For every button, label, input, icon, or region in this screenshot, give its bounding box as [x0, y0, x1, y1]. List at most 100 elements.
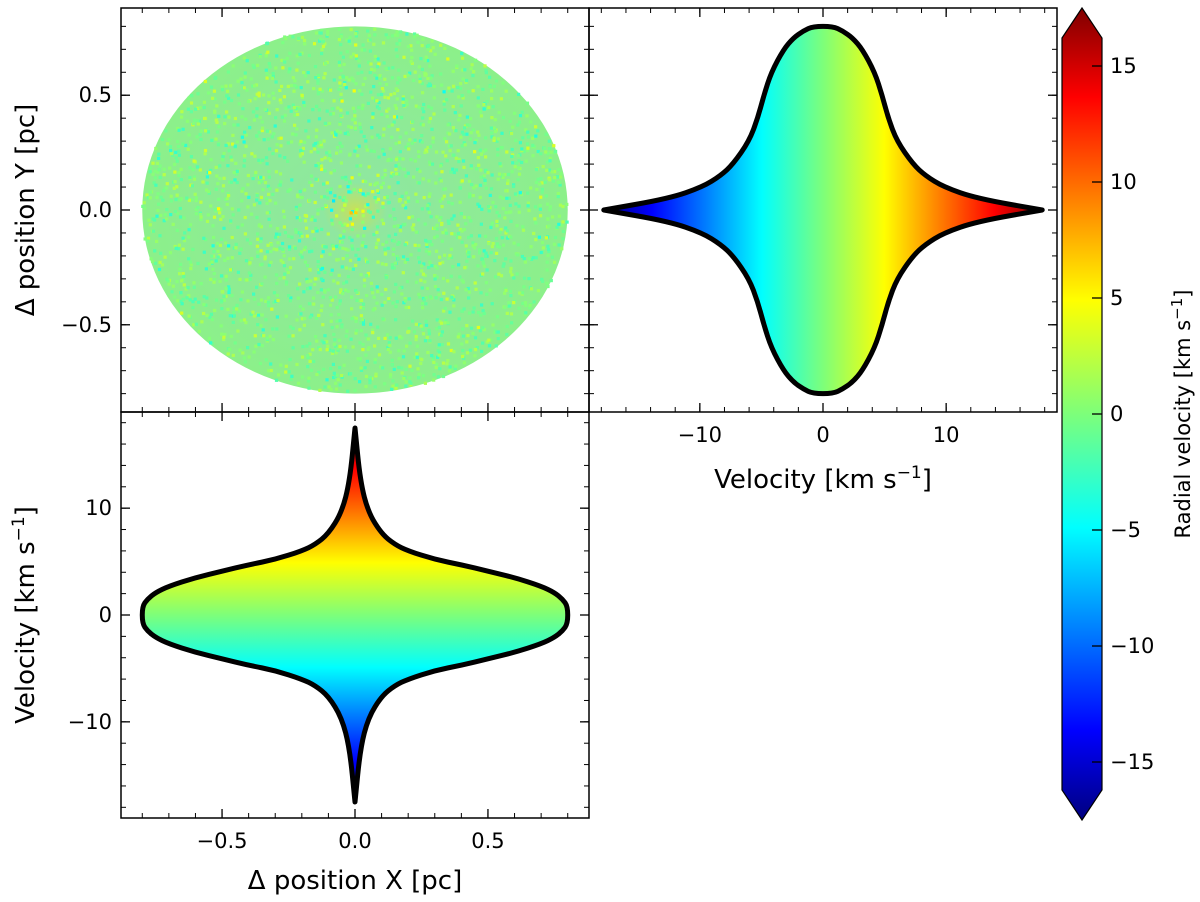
- scatter-point: [417, 376, 421, 380]
- scatter-point: [416, 167, 420, 171]
- scatter-point: [442, 291, 446, 295]
- scatter-point: [485, 340, 489, 344]
- scatter-point: [173, 244, 177, 249]
- scatter-point: [232, 314, 236, 318]
- scatter-point: [438, 255, 442, 259]
- scatter-point: [448, 132, 452, 136]
- scatter-point: [168, 166, 172, 170]
- scatter-point: [259, 175, 263, 179]
- scatter-point: [329, 272, 333, 276]
- scatter-point: [338, 234, 342, 238]
- scatter-point: [301, 345, 305, 349]
- scatter-point: [439, 216, 443, 220]
- scatter-point: [296, 296, 300, 300]
- scatter-point: [329, 171, 333, 175]
- scatter-point: [380, 262, 384, 266]
- scatter-point: [344, 86, 348, 90]
- scatter-point: [558, 203, 562, 207]
- scatter-point: [188, 223, 193, 227]
- scatter-point: [255, 107, 259, 111]
- scatter-point: [350, 307, 354, 311]
- scatter-point: [321, 295, 325, 299]
- scatter-point: [420, 81, 424, 86]
- scatter-point: [418, 77, 422, 81]
- y-tick-label: 0.0: [79, 198, 112, 222]
- scatter-point: [320, 52, 324, 56]
- scatter-point: [363, 366, 367, 370]
- scatter-point: [304, 129, 308, 133]
- scatter-point: [311, 229, 315, 234]
- scatter-point: [524, 128, 528, 132]
- scatter-point: [446, 359, 450, 363]
- scatter-point: [305, 344, 309, 348]
- scatter-point: [359, 130, 363, 134]
- scatter-point: [511, 184, 516, 188]
- scatter-point: [467, 235, 471, 240]
- scatter-point: [371, 112, 375, 116]
- scatter-point: [359, 314, 363, 318]
- scatter-point: [252, 65, 256, 69]
- scatter-point: [423, 273, 427, 278]
- scatter-point: [531, 136, 535, 140]
- scatter-point: [300, 255, 304, 259]
- scatter-point: [181, 142, 185, 146]
- scatter-point: [156, 192, 160, 196]
- y-tick-label: 0: [99, 603, 112, 627]
- scatter-point: [498, 230, 502, 234]
- scatter-point: [521, 136, 525, 140]
- scatter-point: [370, 135, 374, 139]
- scatter-point: [440, 330, 444, 334]
- scatter-point: [480, 257, 484, 261]
- scatter-point: [347, 39, 351, 43]
- scatter-point: [449, 247, 453, 251]
- x-tick-label: −10: [678, 423, 722, 447]
- scatter-point: [541, 279, 545, 283]
- scatter-point: [293, 84, 297, 88]
- scatter-point: [536, 129, 540, 133]
- scatter-point: [378, 76, 382, 80]
- scatter-point: [148, 170, 152, 174]
- scatter-point: [390, 123, 394, 127]
- scatter-point: [328, 296, 332, 300]
- scatter-point: [368, 182, 372, 187]
- scatter-point: [376, 93, 380, 97]
- scatter-point: [294, 133, 298, 137]
- scatter-point: [417, 244, 421, 248]
- scatter-point: [469, 219, 473, 223]
- scatter-point: [419, 361, 423, 366]
- scatter-point: [204, 129, 208, 133]
- scatter-point: [387, 341, 391, 345]
- scatter-point: [173, 295, 177, 299]
- scatter-point: [371, 331, 375, 335]
- scatter-point: [443, 321, 447, 325]
- scatter-point: [525, 114, 529, 118]
- scatter-point: [321, 40, 325, 44]
- scatter-point: [364, 145, 368, 149]
- scatter-point: [320, 227, 324, 231]
- scatter-point: [214, 298, 219, 302]
- scatter-point: [235, 303, 239, 307]
- scatter-point: [389, 174, 393, 178]
- scatter-point: [208, 171, 212, 175]
- scatter-point: [486, 171, 490, 175]
- scatter-point: [417, 155, 421, 159]
- scatter-point: [355, 298, 359, 302]
- scatter-point: [295, 216, 299, 220]
- scatter-point: [284, 37, 288, 41]
- scatter-point: [492, 126, 496, 130]
- scatter-point: [404, 200, 408, 204]
- scatter-point: [202, 236, 206, 240]
- scatter-point: [267, 111, 271, 115]
- scatter-point: [406, 257, 410, 261]
- scatter-point: [417, 372, 421, 376]
- scatter-point: [353, 377, 357, 381]
- scatter-point: [246, 205, 250, 209]
- scatter-point: [450, 232, 454, 236]
- scatter-point: [235, 307, 239, 311]
- scatter-point: [460, 240, 464, 244]
- scatter-point: [236, 123, 240, 127]
- scatter-point: [158, 260, 162, 264]
- scatter-point: [282, 209, 286, 213]
- scatter-point: [330, 218, 334, 222]
- scatter-point: [368, 381, 372, 385]
